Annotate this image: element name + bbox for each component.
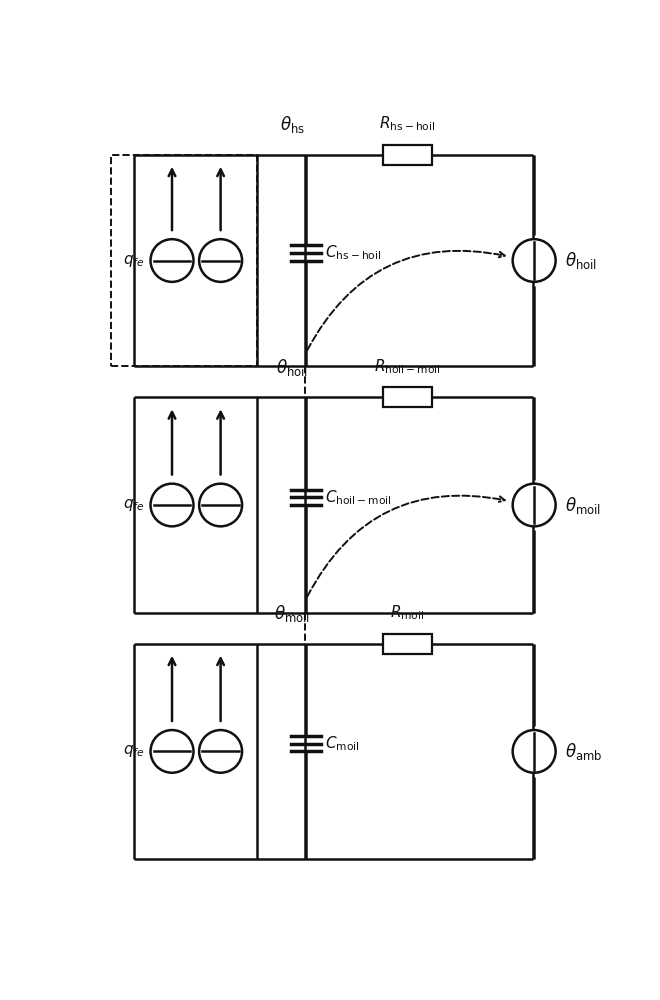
Ellipse shape <box>199 239 242 282</box>
Text: $\theta_{\mathsf{moil}}$: $\theta_{\mathsf{moil}}$ <box>274 603 310 624</box>
Ellipse shape <box>513 730 556 773</box>
Bar <box>111 155 257 366</box>
Text: $C_{\mathsf{hoil-moil}}$: $C_{\mathsf{hoil-moil}}$ <box>325 488 392 507</box>
Text: $\theta_{\mathsf{hoil}}$: $\theta_{\mathsf{hoil}}$ <box>276 357 308 378</box>
Text: $q_{fe}$: $q_{fe}$ <box>123 253 145 269</box>
Ellipse shape <box>150 484 193 526</box>
Bar <box>383 634 432 654</box>
Text: $R_{\mathsf{hs-hoil}}$: $R_{\mathsf{hs-hoil}}$ <box>379 114 436 133</box>
Text: $R_{\mathsf{moil}}$: $R_{\mathsf{moil}}$ <box>390 603 424 622</box>
Ellipse shape <box>513 239 556 282</box>
Text: $R_{\mathsf{hoil-moil}}$: $R_{\mathsf{hoil-moil}}$ <box>374 357 441 376</box>
Text: $q_{fe}$: $q_{fe}$ <box>123 743 145 759</box>
Bar <box>383 387 432 407</box>
Ellipse shape <box>199 730 242 773</box>
Text: $q_{cu}$: $q_{cu}$ <box>171 743 195 759</box>
Ellipse shape <box>150 239 193 282</box>
Ellipse shape <box>199 484 242 526</box>
Bar <box>383 145 432 165</box>
Text: $C_{\mathsf{moil}}$: $C_{\mathsf{moil}}$ <box>325 734 360 753</box>
Ellipse shape <box>150 730 193 773</box>
Text: $q_{fe}$: $q_{fe}$ <box>123 497 145 513</box>
Text: $q_{cu}$: $q_{cu}$ <box>171 253 195 269</box>
Text: $\theta_{\mathsf{amb}}$: $\theta_{\mathsf{amb}}$ <box>565 741 602 762</box>
Text: $q_{cu}$: $q_{cu}$ <box>171 497 195 513</box>
Text: $\theta_{\mathsf{hs}}$: $\theta_{\mathsf{hs}}$ <box>280 114 305 135</box>
Text: $\theta_{\mathsf{moil}}$: $\theta_{\mathsf{moil}}$ <box>565 494 601 516</box>
Text: $\theta_{\mathsf{hoil}}$: $\theta_{\mathsf{hoil}}$ <box>565 250 597 271</box>
Text: $C_{\mathsf{hs-hoil}}$: $C_{\mathsf{hs-hoil}}$ <box>325 243 381 262</box>
Ellipse shape <box>513 484 556 526</box>
